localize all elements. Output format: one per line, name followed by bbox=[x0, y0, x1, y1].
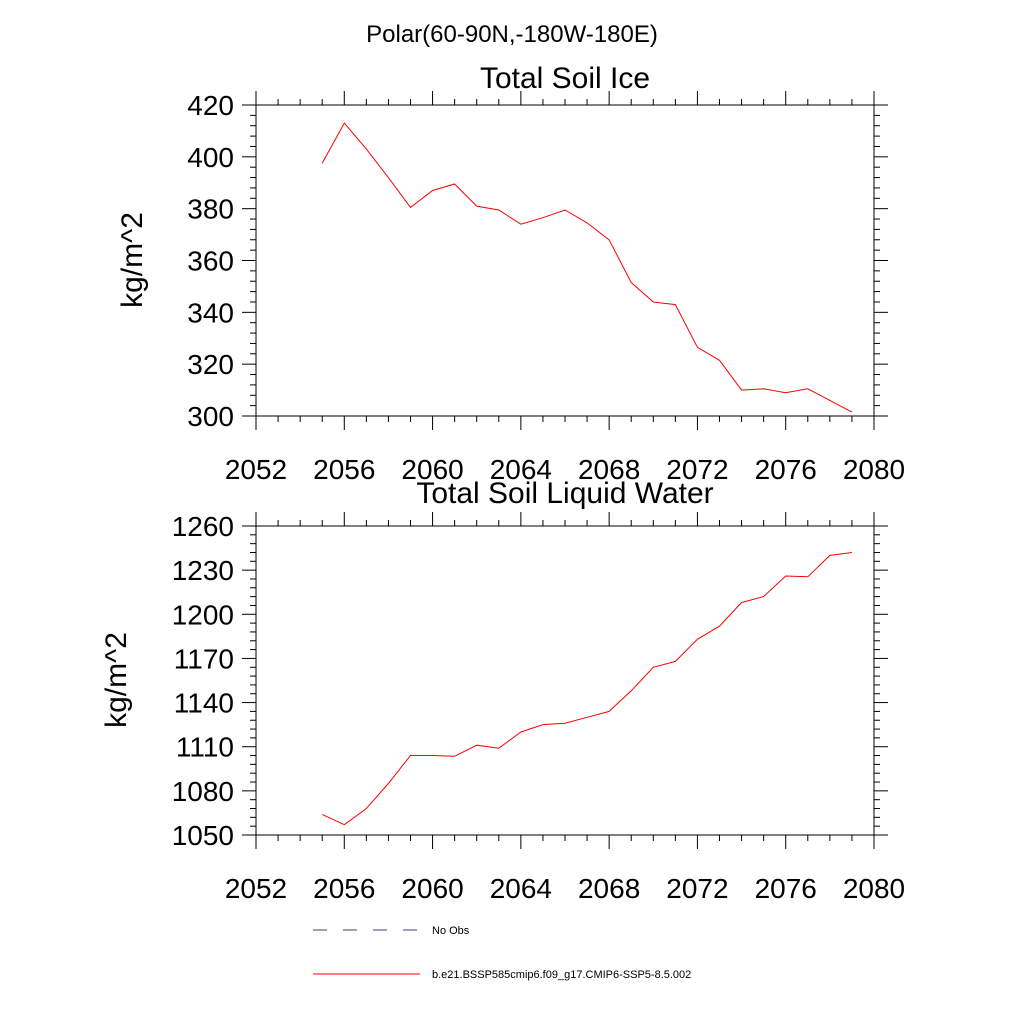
x-tick-label-soil-liquid-water-2080: 2080 bbox=[843, 873, 905, 904]
series-line-soil-ice-0 bbox=[321, 122, 853, 413]
x-tick-label-soil-liquid-water-2068: 2068 bbox=[578, 873, 640, 904]
plot-frame-soil-liquid-water bbox=[255, 525, 875, 836]
chart-panel-soil-liquid-water: Total Soil Liquid Water 2052 2056 2060 2064 2… bbox=[100, 477, 905, 904]
y-tick-label-soil-liquid-water-1200: 1200 bbox=[172, 599, 234, 630]
x-tick-label-soil-liquid-water-2052: 2052 bbox=[225, 873, 287, 904]
y-tick-label-soil-liquid-water-1110: 1110 bbox=[176, 732, 234, 763]
y-tick-label-soil-ice-300: 300 bbox=[187, 401, 234, 432]
x-tick-label-soil-ice-2052: 2052 bbox=[225, 454, 287, 485]
chart-title-soil-liquid-water: Total Soil Liquid Water bbox=[416, 477, 713, 510]
y-axis-label-soil-liquid-water: kg/m^2 bbox=[100, 632, 133, 728]
y-tick-label-soil-ice-360: 360 bbox=[187, 246, 234, 277]
y-tick-label-soil-liquid-water-1260: 1260 bbox=[172, 511, 234, 542]
chart-title-soil-ice: Total Soil Ice bbox=[480, 62, 650, 95]
y-tick-label-soil-ice-320: 320 bbox=[187, 349, 234, 380]
x-tick-label-soil-ice-2068: 2068 bbox=[578, 454, 640, 485]
x-tick-label-soil-liquid-water-2064: 2064 bbox=[490, 873, 552, 904]
legend: No Obs b.e21.BSSP585cmip6.f09_g17.CMIP6-… bbox=[313, 925, 691, 981]
x-tick-label-soil-liquid-water-2056: 2056 bbox=[313, 873, 375, 904]
figure-suptitle: Polar(60-90N,-180W-180E) bbox=[366, 21, 658, 48]
legend-label-no-obs: No Obs bbox=[432, 925, 470, 937]
y-tick-label-soil-ice-420: 420 bbox=[187, 90, 234, 121]
x-tick-label-soil-liquid-water-2060: 2060 bbox=[401, 873, 463, 904]
x-tick-label-soil-liquid-water-2076: 2076 bbox=[755, 873, 817, 904]
y-tick-label-soil-liquid-water-1050: 1050 bbox=[172, 820, 234, 851]
x-tick-label-soil-ice-2060: 2060 bbox=[401, 454, 463, 485]
y-tick-label-soil-liquid-water-1170: 1170 bbox=[174, 643, 234, 674]
legend-item-no-obs: No Obs bbox=[313, 925, 470, 937]
x-tick-label-soil-ice-2080: 2080 bbox=[843, 454, 905, 485]
x-tick-label-soil-ice-2076: 2076 bbox=[755, 454, 817, 485]
y-tick-label-soil-ice-340: 340 bbox=[187, 297, 234, 328]
y-tick-label-soil-liquid-water-1140: 1140 bbox=[174, 688, 234, 719]
y-tick-label-soil-liquid-water-1080: 1080 bbox=[172, 776, 234, 807]
plot-frame-soil-ice bbox=[255, 104, 875, 417]
x-tick-label-soil-ice-2064: 2064 bbox=[490, 454, 552, 485]
x-tick-label-soil-liquid-water-2072: 2072 bbox=[666, 873, 728, 904]
y-tick-label-soil-ice-380: 380 bbox=[187, 194, 234, 225]
chart-panel-soil-ice: Total Soil Ice 2052 2056 2060 2064 2068 2072 20… bbox=[116, 62, 905, 485]
y-tick-label-soil-liquid-water-1230: 1230 bbox=[172, 555, 234, 586]
series-line-soil-liquid-water-0 bbox=[321, 552, 852, 826]
y-axis-label-soil-ice: kg/m^2 bbox=[116, 212, 149, 308]
x-tick-label-soil-ice-2072: 2072 bbox=[666, 454, 728, 485]
legend-item-model-run: b.e21.BSSP585cmip6.f09_g17.CMIP6-SSP5-8.… bbox=[313, 969, 691, 981]
x-tick-label-soil-ice-2056: 2056 bbox=[313, 454, 375, 485]
y-tick-label-soil-ice-400: 400 bbox=[187, 142, 234, 173]
legend-label-model-run: b.e21.BSSP585cmip6.f09_g17.CMIP6-SSP5-8.… bbox=[432, 969, 691, 981]
